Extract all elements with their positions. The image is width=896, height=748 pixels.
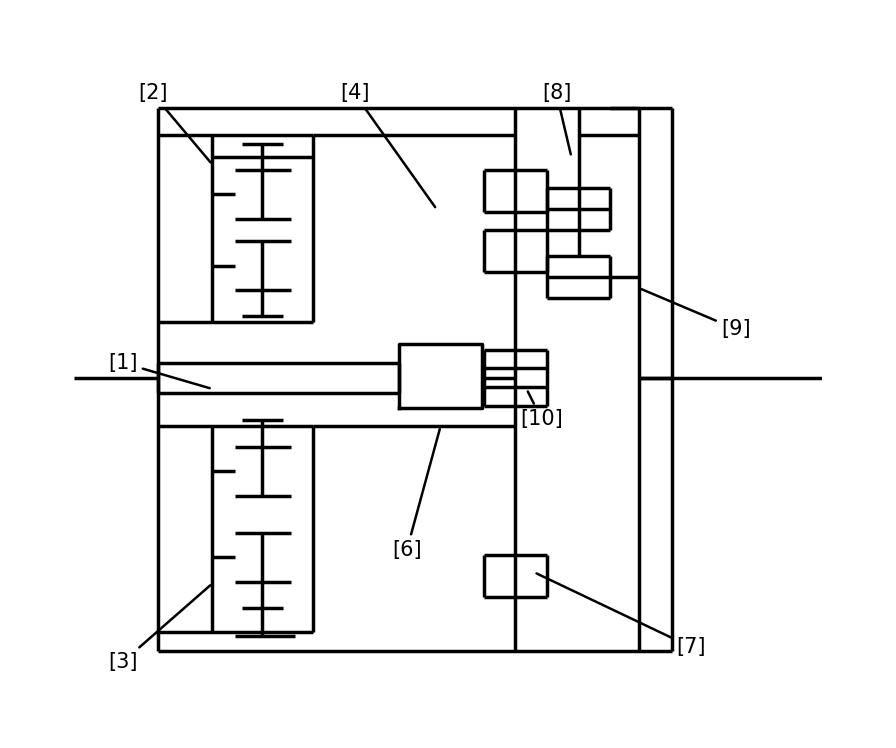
Text: [2]: [2] [138, 84, 211, 162]
Text: [6]: [6] [392, 429, 440, 560]
Text: [7]: [7] [537, 574, 706, 657]
Text: [10]: [10] [520, 391, 563, 429]
Text: [4]: [4] [340, 84, 435, 207]
Text: [3]: [3] [108, 585, 211, 672]
Text: [9]: [9] [642, 289, 751, 339]
Text: [8]: [8] [542, 84, 571, 154]
Text: [1]: [1] [108, 353, 210, 388]
